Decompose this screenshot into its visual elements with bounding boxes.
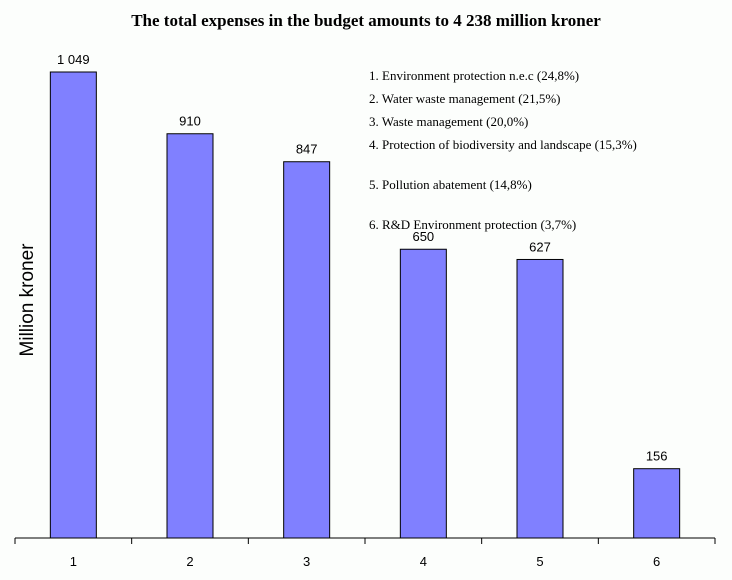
x-tick-label: 1 <box>70 554 77 569</box>
bar <box>399 248 447 539</box>
x-tick-label: 5 <box>536 554 543 569</box>
bar <box>283 161 331 539</box>
bar <box>166 133 214 539</box>
y-axis-label: Million kroner <box>17 243 38 357</box>
legend-item: 6. R&D Environment protection (3,7%) <box>369 217 576 232</box>
x-tick-label: 3 <box>303 554 310 569</box>
x-tick-label: 6 <box>653 554 660 569</box>
bar <box>49 71 97 539</box>
legend-item: 1. Environment protection n.e.c (24,8%) <box>369 68 579 83</box>
x-tick-label: 2 <box>186 554 193 569</box>
data-label: 627 <box>529 239 551 254</box>
data-label: 1 049 <box>57 52 90 67</box>
bar <box>633 468 681 539</box>
legend-item: 4. Protection of biodiversity and landsc… <box>369 137 637 152</box>
data-label: 847 <box>296 142 318 157</box>
data-label: 650 <box>412 229 434 244</box>
legend-item: 2. Water waste management (21,5%) <box>369 91 560 106</box>
data-label: 910 <box>179 114 201 129</box>
bar <box>516 258 564 539</box>
chart-title: The total expenses in the budget amounts… <box>131 11 601 30</box>
x-tick-label: 4 <box>420 554 427 569</box>
legend-item: 5. Pollution abatement (14,8%) <box>369 177 532 192</box>
data-label: 156 <box>646 449 668 464</box>
legend-item: 3. Waste management (20,0%) <box>369 114 528 129</box>
